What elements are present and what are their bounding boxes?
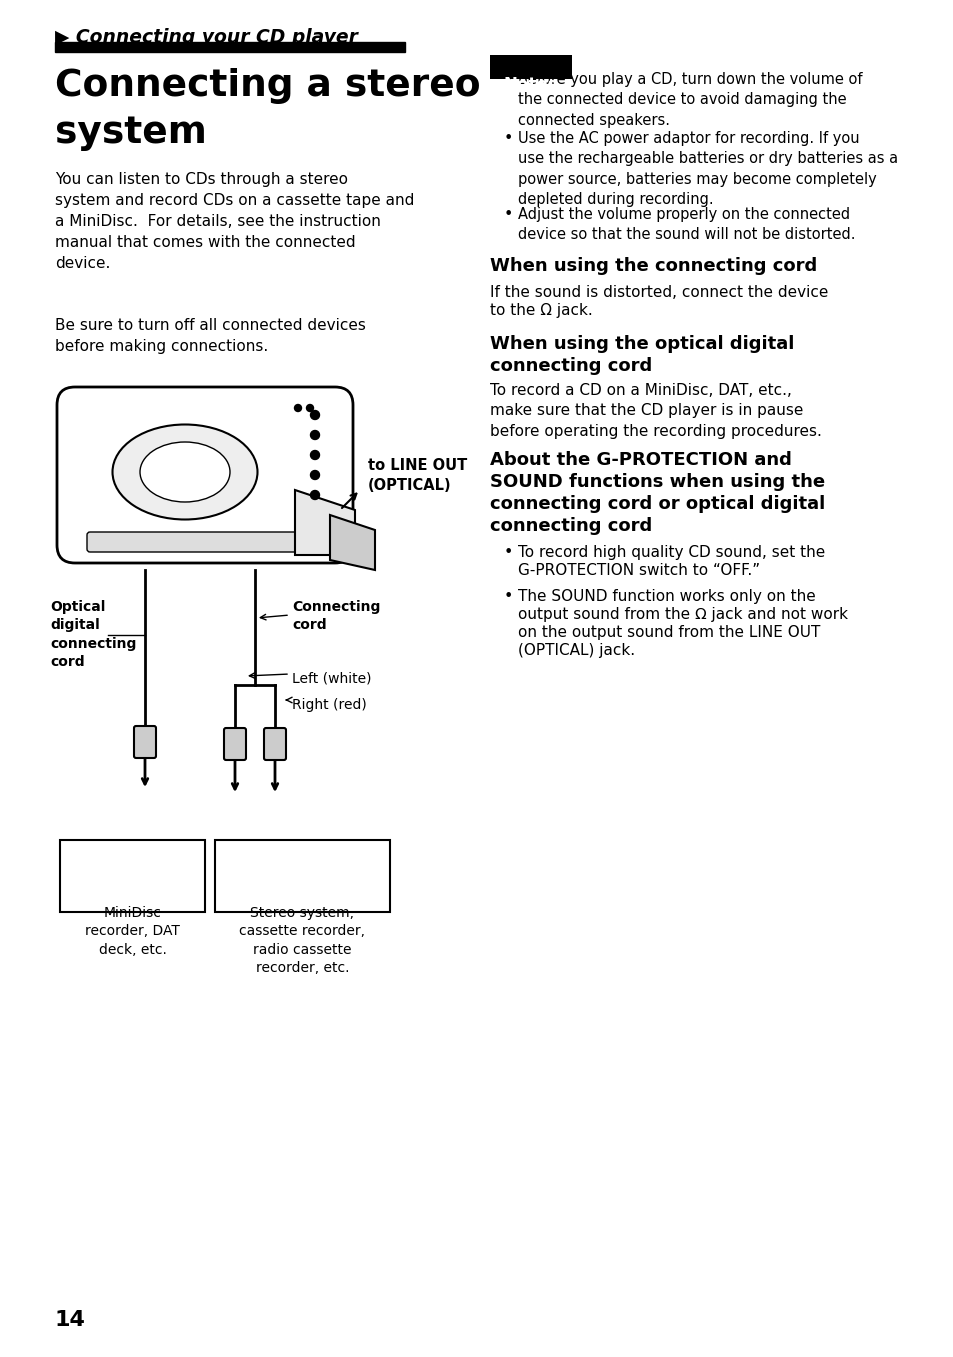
Text: The SOUND function works only on the: The SOUND function works only on the [517, 589, 815, 604]
Circle shape [310, 490, 319, 499]
FancyBboxPatch shape [87, 532, 333, 552]
Text: to LINE OUT
(OPTICAL): to LINE OUT (OPTICAL) [368, 459, 467, 493]
Text: connecting cord: connecting cord [490, 357, 652, 375]
Text: connecting cord: connecting cord [490, 517, 652, 535]
Text: •: • [503, 72, 513, 87]
Text: ▶ Connecting your CD player: ▶ Connecting your CD player [55, 28, 357, 47]
Text: When using the connecting cord: When using the connecting cord [490, 256, 817, 275]
Bar [490, 56, 572, 79]
FancyBboxPatch shape [57, 387, 353, 563]
Ellipse shape [112, 425, 257, 520]
Text: on the output sound from the LINE OUT: on the output sound from the LINE OUT [517, 626, 820, 641]
Text: (OPTICAL) jack.: (OPTICAL) jack. [517, 643, 635, 658]
Polygon shape [294, 490, 355, 555]
Text: to the Ω jack.: to the Ω jack. [490, 303, 592, 318]
Bar [214, 840, 390, 912]
Text: To record a CD on a MiniDisc, DAT, etc.,
make sure that the CD player is in paus: To record a CD on a MiniDisc, DAT, etc.,… [490, 383, 821, 438]
Text: Before you play a CD, turn down the volume of
the connected device to avoid dama: Before you play a CD, turn down the volu… [517, 72, 862, 128]
Text: G-PROTECTION switch to “OFF.”: G-PROTECTION switch to “OFF.” [517, 563, 760, 578]
Text: Left (white): Left (white) [292, 672, 371, 687]
Text: Adjust the volume properly on the connected
device so that the sound will not be: Adjust the volume properly on the connec… [517, 208, 855, 243]
Text: Notes: Notes [503, 76, 558, 94]
Text: •: • [503, 546, 513, 560]
Circle shape [306, 404, 314, 411]
FancyBboxPatch shape [264, 727, 286, 760]
Text: output sound from the Ω jack and not work: output sound from the Ω jack and not wor… [517, 607, 847, 622]
Ellipse shape [140, 442, 230, 502]
Text: Be sure to turn off all connected devices
before making connections.: Be sure to turn off all connected device… [55, 318, 366, 354]
Text: You can listen to CDs through a stereo
system and record CDs on a cassette tape : You can listen to CDs through a stereo s… [55, 172, 414, 271]
Bar [60, 840, 205, 912]
Text: Connecting a stereo: Connecting a stereo [55, 68, 480, 104]
Text: •: • [503, 589, 513, 604]
Text: system: system [55, 115, 207, 151]
Text: •: • [503, 208, 513, 223]
Circle shape [310, 471, 319, 479]
Circle shape [310, 430, 319, 440]
Text: If the sound is distorted, connect the device: If the sound is distorted, connect the d… [490, 285, 827, 300]
Text: Right (red): Right (red) [292, 697, 366, 712]
Circle shape [310, 411, 319, 419]
Text: 14: 14 [55, 1310, 86, 1330]
Text: Use the AC power adaptor for recording. If you
use the rechargeable batteries or: Use the AC power adaptor for recording. … [517, 132, 897, 208]
Text: MiniDisc
recorder, DAT
deck, etc.: MiniDisc recorder, DAT deck, etc. [85, 906, 180, 957]
Text: Optical
digital
connecting
cord: Optical digital connecting cord [50, 600, 136, 669]
Text: When using the optical digital: When using the optical digital [490, 335, 794, 353]
Text: connecting cord or optical digital: connecting cord or optical digital [490, 495, 824, 513]
Bar [55, 42, 405, 52]
Text: Stereo system,
cassette recorder,
radio cassette
recorder, etc.: Stereo system, cassette recorder, radio … [239, 906, 365, 976]
Text: •: • [503, 132, 513, 147]
Text: SOUND functions when using the: SOUND functions when using the [490, 474, 824, 491]
Circle shape [294, 404, 301, 411]
Text: About the G-PROTECTION and: About the G-PROTECTION and [490, 451, 791, 470]
FancyBboxPatch shape [224, 727, 246, 760]
FancyBboxPatch shape [133, 726, 156, 759]
Polygon shape [330, 516, 375, 570]
Circle shape [310, 451, 319, 460]
Text: Connecting
cord: Connecting cord [292, 600, 380, 632]
Text: To record high quality CD sound, set the: To record high quality CD sound, set the [517, 546, 824, 560]
